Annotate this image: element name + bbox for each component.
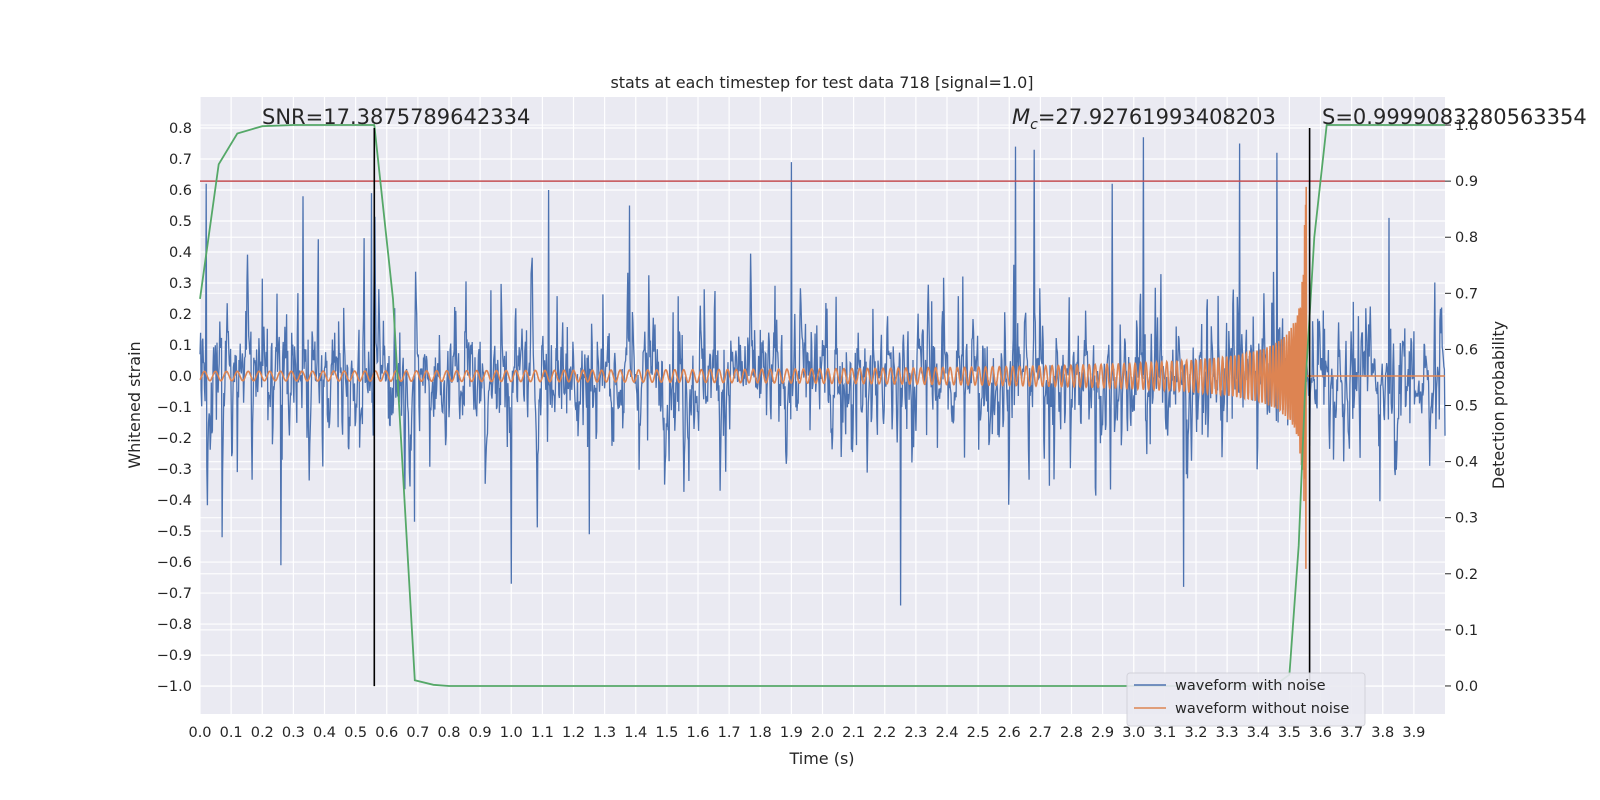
x-tick-label: 1.6	[686, 725, 709, 741]
x-tick-label: 0.2	[251, 725, 274, 741]
y2-tick-label: 0.3	[1455, 511, 1478, 527]
chirp-mass-symbol: M	[1012, 105, 1030, 129]
y-tick-label: −0.5	[157, 524, 192, 540]
y2-tick-label: 0.9	[1455, 174, 1478, 190]
y-tick-label: −1.0	[157, 679, 192, 695]
x-tick-label: 2.1	[842, 725, 865, 741]
x-tick-label: 2.3	[904, 725, 927, 741]
y2-tick-label: 0.2	[1455, 567, 1478, 583]
x-tick-label: 0.3	[282, 725, 305, 741]
score-annotation: S=0.9999083280563354	[1322, 105, 1587, 129]
x-tick-label: 2.8	[1060, 725, 1083, 741]
x-tick-label: 3.4	[1247, 725, 1270, 741]
x-tick-label: 2.4	[935, 725, 958, 741]
chirp-mass-value: =27.92761993408203	[1038, 105, 1276, 129]
x-tick-label: 1.0	[500, 725, 523, 741]
y-tick-label: 0.2	[169, 307, 192, 323]
x-tick-label: 3.6	[1309, 725, 1332, 741]
noise-line	[199, 137, 1446, 606]
y-tick-label: 0.8	[169, 121, 192, 137]
legend: waveform with noise waveform without noi…	[1126, 672, 1366, 727]
legend-box	[1126, 672, 1366, 727]
x-tick-label: 1.2	[562, 725, 585, 741]
y2-tick-label: 0.5	[1455, 399, 1478, 415]
x-tick-label: 3.5	[1278, 725, 1301, 741]
x-tick-label: 0.8	[437, 725, 460, 741]
x-tick-label: 2.6	[998, 725, 1021, 741]
x-tick-label: 0.6	[375, 725, 398, 741]
y-tick-label: −0.6	[157, 555, 192, 571]
x-tick-label: 3.3	[1216, 725, 1239, 741]
x-tick-label: 2.0	[811, 725, 834, 741]
detection-probability-line	[199, 124, 1445, 687]
x-tick-label: 1.1	[531, 725, 554, 741]
y2-tick-label: 0.1	[1455, 623, 1478, 639]
y-tick-label: 0.6	[169, 183, 192, 199]
y-axis-label: Whitened strain	[125, 341, 144, 468]
x-tick-label: 2.9	[1091, 725, 1114, 741]
series-waveform-without-noise	[199, 186, 1445, 569]
snr-annotation: SNR=17.3875789642334	[262, 105, 530, 129]
y-tick-label: 0.1	[169, 338, 192, 354]
y-tick-label: −0.2	[157, 431, 192, 447]
x-tick-label: 2.5	[967, 725, 990, 741]
y-tick-label: −0.1	[157, 400, 192, 416]
x-tick-label: 0.5	[344, 725, 367, 741]
x-tick-label: 3.9	[1402, 725, 1425, 741]
x-tick-label: 0.1	[220, 725, 243, 741]
y-tick-label: 0.7	[169, 152, 192, 168]
overlays	[199, 124, 1445, 687]
chart-title: stats at each timestep for test data 718…	[610, 73, 1033, 92]
x-tick-label: 1.7	[718, 725, 741, 741]
y2-tick-label: 0.4	[1455, 455, 1478, 471]
y-tick-label: −0.9	[157, 648, 192, 664]
y-tick-label: −0.8	[157, 617, 192, 633]
x-tick-label: 0.4	[313, 725, 336, 741]
x-tick-label: 3.8	[1371, 725, 1394, 741]
x-tick-label: 3.1	[1153, 725, 1176, 741]
y-tick-label: 0.3	[169, 276, 192, 292]
x-tick-labels: 0.0 0.1 0.2 0.3 0.4 0.5 0.6 0.7 0.8 0.9 1.0 1.1 1.2 1…	[188, 725, 1425, 741]
x-tick-label: 1.5	[655, 725, 678, 741]
x-tick-label: 1.4	[624, 725, 647, 741]
x-tick-label: 3.2	[1184, 725, 1207, 741]
y-tick-label: −0.4	[157, 493, 192, 509]
legend-label-clean: waveform without noise	[1175, 701, 1349, 717]
chirp-mass-subscript: c	[1030, 117, 1038, 133]
x-tick-label: 2.2	[873, 725, 896, 741]
x-tick-label: 3.0	[1122, 725, 1145, 741]
x-tick-label: 2.7	[1029, 725, 1052, 741]
y-tick-label: −0.3	[157, 462, 192, 478]
y-tick-label: 0.0	[169, 369, 192, 385]
y2-tick-labels: 1.0 0.9 0.8 0.7 0.6 0.5 0.4 0.3 0.2 0.1 0.0	[1445, 118, 1478, 695]
y2-tick-label: 0.0	[1455, 679, 1478, 695]
series-waveform-with-noise	[199, 137, 1446, 606]
x-tick-label: 1.3	[593, 725, 616, 741]
x-tick-label: 0.0	[188, 725, 211, 741]
y2-tick-label: 1.0	[1455, 118, 1478, 134]
y2-tick-label: 0.7	[1455, 286, 1478, 302]
y-tick-labels: 0.8 0.7 0.6 0.5 0.4 0.3 0.2 0.1 0.0 −0.1 −0.2 −0.3 −…	[157, 121, 192, 695]
x-tick-label: 0.7	[406, 725, 429, 741]
x-axis-label: Time (s)	[788, 749, 854, 768]
chirp-mass-annotation: Mc=27.92761993408203	[1012, 105, 1276, 133]
y-tick-label: 0.4	[169, 245, 192, 261]
y2-axis-label: Detection probability	[1489, 321, 1508, 489]
y-tick-label: −0.7	[157, 586, 192, 602]
y2-tick-label: 0.6	[1455, 342, 1478, 358]
x-tick-label: 3.7	[1340, 725, 1363, 741]
x-tick-label: 1.8	[749, 725, 772, 741]
x-tick-label: 0.9	[469, 725, 492, 741]
y2-tick-label: 0.8	[1455, 230, 1478, 246]
legend-label-noise: waveform with noise	[1175, 678, 1326, 694]
y-tick-label: 0.5	[169, 214, 192, 230]
chirp-line	[199, 186, 1445, 569]
x-tick-label: 1.9	[780, 725, 803, 741]
